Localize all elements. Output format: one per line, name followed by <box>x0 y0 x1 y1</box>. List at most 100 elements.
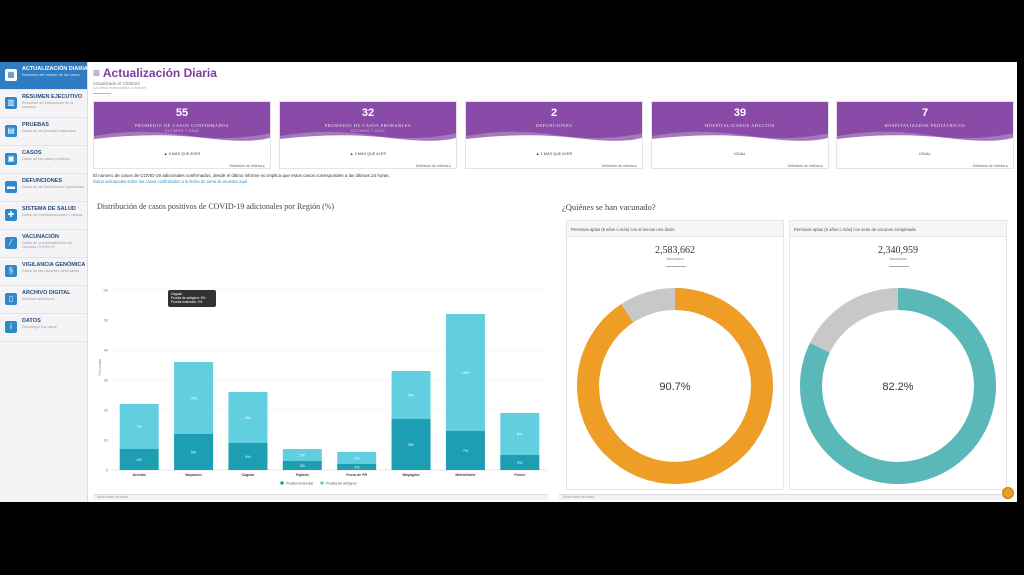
bar-segment[interactable] <box>337 452 377 464</box>
bar-data-label: 2% <box>300 464 306 468</box>
clipboard-icon: ▤ <box>5 125 17 137</box>
y-tick-label: 20 <box>104 408 109 413</box>
bar-segment[interactable] <box>500 455 540 470</box>
vaccine-notes-bar[interactable]: Notas sobre los datos <box>559 494 1009 500</box>
y-tick-label: 0 <box>106 468 109 473</box>
card-casos-probables: 32 PROMEDIO DE CASOS PROBABLES ÚLTIMOS 7… <box>279 101 457 169</box>
sidebar-item-defunciones[interactable]: ▬ DEFUNCIONES Datos de las defunciones r… <box>0 174 87 202</box>
card-value: 55 <box>175 107 189 119</box>
card-hospitalizados-pediatricos: 7 HOSPITALIZADOS PEDIÁTRICOS IGUAL Defin… <box>836 101 1014 169</box>
bar-segment[interactable] <box>228 443 268 470</box>
card-value: 32 <box>361 107 375 119</box>
bar-segment[interactable] <box>391 371 431 419</box>
bar-segment[interactable] <box>282 461 322 470</box>
page-title: ≡ Actualización Diaria <box>93 66 217 80</box>
card-change: ▲ 5 MÁS QUE AYER <box>163 152 201 156</box>
syringe-icon: ⁄ <box>5 237 17 249</box>
bar-segment[interactable] <box>174 362 214 434</box>
metric-definition-link[interactable]: Definición de métrica ▸ <box>972 164 1008 168</box>
dna-icon: § <box>5 265 17 277</box>
card-wave <box>837 131 1013 142</box>
archive-icon: ▯ <box>5 293 17 305</box>
sidebar-item-description: Datos de los casos positivos <box>22 157 70 161</box>
calendar-icon: ▦ <box>5 69 17 81</box>
bar-segment[interactable] <box>282 449 322 461</box>
sidebar-item-casos[interactable]: ▣ CASOS Datos de los casos positivos <box>0 146 87 174</box>
card-header: 7 HOSPITALIZADOS PEDIÁTRICOS <box>837 102 1013 142</box>
folder-icon: ▣ <box>5 153 17 165</box>
sidebar-item-actualizacion-diaria[interactable]: ▦ ACTUALIZACIÓN DIARIA Resumen del repor… <box>0 62 88 90</box>
legend-swatch <box>280 481 284 485</box>
donut-chart-complete-series: 82.2% <box>800 288 996 484</box>
sidebar-item-vigilancia-genomica[interactable]: § VIGILANCIA GENÓMICA Datos de las varia… <box>0 258 87 286</box>
sidebar-item-label: VACUNACIÓN <box>22 234 59 240</box>
sidebar-item-archivo-digital[interactable]: ▯ ARCHIVO DIGITAL Informes anteriores <box>0 286 87 314</box>
chart-notes-bar[interactable]: Notas sobre los datos <box>93 494 548 500</box>
bar-data-label: 6% <box>517 433 523 437</box>
donut-percent-label: 90.7% <box>659 381 690 393</box>
sidebar: ▦ ACTUALIZACIÓN DIARIA Resumen del repor… <box>0 62 88 502</box>
bar-data-label: 2% <box>354 457 360 461</box>
bar-segment[interactable] <box>391 419 431 470</box>
vaccinated-count: 2,340,959 <box>878 245 918 256</box>
sidebar-item-label: RESUMEN EJECUTIVO <box>22 94 83 100</box>
bar-segment[interactable] <box>228 392 268 443</box>
metric-definition-link[interactable]: Definición de métrica ▸ <box>229 164 265 168</box>
y-tick-label: 50 <box>104 318 109 323</box>
bar-data-label: 6% <box>408 443 414 447</box>
sidebar-item-label: VIGILANCIA GENÓMICA <box>22 262 86 268</box>
vaccinated-count-label: Vacunados <box>666 257 684 261</box>
help-button[interactable] <box>1002 487 1014 499</box>
sidebar-item-vacunacion[interactable]: ⁄ VACUNACIÓN Datos de la administración … <box>0 230 87 258</box>
sidebar-item-datos[interactable]: i DATOS Descargue los datos <box>0 314 87 342</box>
metric-definition-link[interactable]: Definición de métrica ▸ <box>415 164 451 168</box>
sidebar-item-sistema-de-salud[interactable]: ✚ SISTEMA DE SALUD Datos de hospitalizac… <box>0 202 87 230</box>
x-tick-label: Arecibo <box>132 473 146 477</box>
metric-definition-link[interactable]: Definición de métrica ▸ <box>601 164 637 168</box>
data-note-text: Los datos están sujetos a revisión <box>93 86 146 90</box>
bar-segment[interactable] <box>174 434 214 470</box>
vaccine-box-header: Personas aptas (5 años o más) con al men… <box>567 221 783 237</box>
count-underline <box>889 266 909 267</box>
sidebar-item-description: Datos de hospitalizaciones y camas <box>22 213 83 217</box>
bar-segment[interactable] <box>119 404 159 449</box>
card-header: 55 PROMEDIO DE CASOS CONFIRMADOS ÚLTIMOS… <box>94 102 270 142</box>
sidebar-item-label: DATOS <box>22 318 41 324</box>
sidebar-item-pruebas[interactable]: ▤ PRUEBAS Datos de las pruebas realizada… <box>0 118 87 146</box>
card-label: HOSPITALIZADOS ADULTOS <box>705 123 775 128</box>
card-label: DEFUNCIONES <box>535 123 573 128</box>
card-casos-confirmados: 55 PROMEDIO DE CASOS CONFIRMADOS ÚLTIMOS… <box>93 101 271 169</box>
x-tick-label: Metro/Norte <box>455 473 475 477</box>
card-wave <box>652 131 828 142</box>
y-tick-label: 30 <box>104 378 109 383</box>
card-hospitalizados-adultos: 39 HOSPITALIZADOS ADULTOS IGUAL Definici… <box>651 101 829 169</box>
sidebar-item-resumen-ejecutivo[interactable]: ▥ RESUMEN EJECUTIVO Resumen de indicador… <box>0 90 87 118</box>
sidebar-item-description: Informes anteriores <box>22 297 55 301</box>
chart-bars: 4% 7% Arecibo 5% 10% Bayamón 4% 8% Caguas 2% 2% Faj… <box>119 314 540 477</box>
donut-arc <box>577 288 773 484</box>
bar-segment[interactable] <box>337 464 377 470</box>
bar-segment[interactable] <box>445 431 485 470</box>
sidebar-item-description: Datos de las pruebas realizadas <box>22 129 77 133</box>
card-change: IGUAL <box>734 152 746 156</box>
card-label: PROMEDIO DE CASOS PROBABLES <box>324 123 412 128</box>
bar-segment[interactable] <box>500 413 540 455</box>
additional-data-link[interactable]: Datos adicionales sobre los casos confir… <box>93 179 248 184</box>
sidebar-item-label: PRUEBAS <box>22 122 49 128</box>
tooltip-title: Caguas <box>171 292 182 296</box>
bar-chart-icon: ▥ <box>5 97 17 109</box>
sidebar-item-description: Datos de las variantes detectadas <box>22 269 80 273</box>
bar-data-label: 7% <box>136 425 142 429</box>
card-wave <box>466 131 642 142</box>
vaccine-box-complete-series: Personas aptas (5 años o más) con serie … <box>789 220 1007 490</box>
card-sublabel: ÚLTIMOS 7 DÍAS <box>164 129 200 133</box>
card-header: 32 PROMEDIO DE CASOS PROBABLES ÚLTIMOS 7… <box>280 102 456 142</box>
region-distribution-chart: Porcentaje 0 10 20 30 40 50 60 4% 7% Arecibo 5% 10… <box>98 288 547 485</box>
legend-label: Prueba molecular <box>286 481 314 485</box>
bar-segment[interactable] <box>445 314 485 431</box>
card-value: 39 <box>733 107 747 119</box>
metric-definition-link[interactable]: Definición de métrica ▸ <box>787 164 823 168</box>
x-tick-label: Caguas <box>241 473 254 477</box>
bar-segment[interactable] <box>119 449 159 470</box>
info-icon: i <box>5 321 17 333</box>
